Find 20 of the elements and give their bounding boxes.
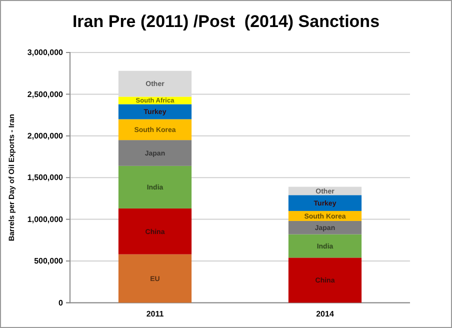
y-tick-label: 1,500,000 xyxy=(27,173,64,182)
bar xyxy=(288,220,362,234)
bar xyxy=(288,258,362,303)
bar xyxy=(118,166,192,208)
y-tick-label: 0 xyxy=(58,298,64,308)
y-tick-label: 3,000,000 xyxy=(27,48,64,58)
y-tick-label: 1,000,000 xyxy=(27,214,64,224)
bar xyxy=(288,234,362,258)
y-tick-label: 2,500,000 xyxy=(27,90,64,99)
chart-title: Iran Pre (2011) /Post (2014) Sanctions xyxy=(72,12,380,31)
x-tick-label: 2014 xyxy=(316,309,334,318)
bar xyxy=(118,104,192,120)
y-tick-label: 2,000,000 xyxy=(27,131,64,140)
bar xyxy=(118,254,192,303)
bar xyxy=(288,195,362,211)
bar xyxy=(118,208,192,254)
bar xyxy=(118,140,192,166)
bar xyxy=(118,119,192,140)
x-tick-label: 2011 xyxy=(146,309,164,318)
y-tick-label: 500,000 xyxy=(34,256,64,266)
